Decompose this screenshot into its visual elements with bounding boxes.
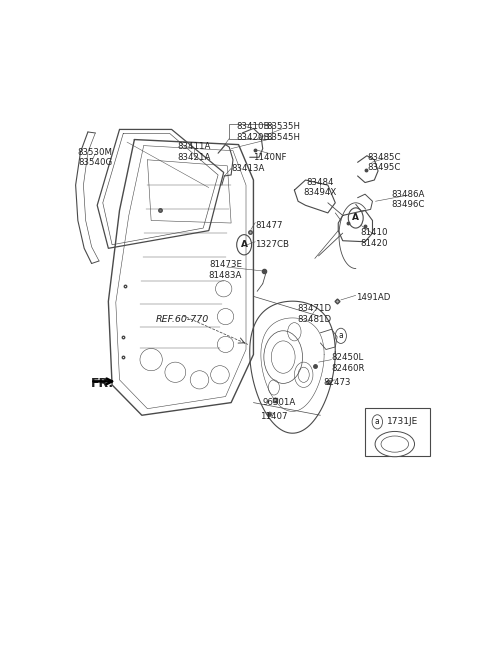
Text: 83535H
83545H: 83535H 83545H <box>266 122 300 142</box>
Bar <box>229 124 272 139</box>
Text: 83413A: 83413A <box>231 164 264 173</box>
Ellipse shape <box>381 436 408 452</box>
Text: 1140NF: 1140NF <box>253 153 287 162</box>
Text: 1491AD: 1491AD <box>356 293 390 302</box>
Text: A: A <box>352 214 359 223</box>
Ellipse shape <box>375 432 415 457</box>
Bar <box>365 407 430 456</box>
Text: FR.: FR. <box>91 377 114 390</box>
Text: 83411A
83421A: 83411A 83421A <box>177 143 211 162</box>
Text: 82450L
82460R: 82450L 82460R <box>332 353 365 373</box>
Circle shape <box>372 415 383 429</box>
Text: 83486A
83496C: 83486A 83496C <box>391 189 424 209</box>
Circle shape <box>237 235 252 255</box>
Circle shape <box>335 328 347 344</box>
Text: 1327CB: 1327CB <box>255 240 289 249</box>
Text: a: a <box>375 417 380 426</box>
Text: 1731JE: 1731JE <box>386 417 418 426</box>
Text: 11407: 11407 <box>260 413 288 421</box>
Text: 82473: 82473 <box>324 378 351 387</box>
Text: 83484
83494X: 83484 83494X <box>304 178 337 197</box>
Text: 83530M
83540G: 83530M 83540G <box>78 148 113 167</box>
Text: 96301A: 96301A <box>263 398 296 407</box>
Text: 81473E
81483A: 81473E 81483A <box>209 260 242 280</box>
Text: 83471D
83481D: 83471D 83481D <box>298 304 332 324</box>
Text: 81477: 81477 <box>255 221 283 230</box>
Text: 83410B
83420B: 83410B 83420B <box>237 122 270 142</box>
Circle shape <box>348 208 363 228</box>
Text: 83485C
83495C: 83485C 83495C <box>367 152 400 172</box>
Text: a: a <box>338 331 343 340</box>
Text: 81410
81420: 81410 81420 <box>360 229 388 248</box>
Text: A: A <box>240 240 248 249</box>
Text: REF.60-770: REF.60-770 <box>156 315 209 324</box>
